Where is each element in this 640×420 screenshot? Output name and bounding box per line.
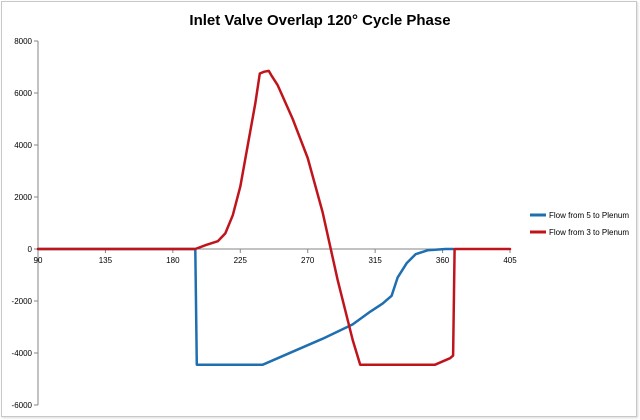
x-tick-label: 270 [301,256,315,265]
y-tick-label: 2000 [14,193,32,202]
x-tick-label: 360 [436,256,450,265]
y-tick-label: 0 [28,245,33,254]
x-tick-label: 135 [99,256,113,265]
legend-label: Flow from 5 to Plenum [549,211,629,220]
series-line-1 [36,247,455,366]
x-tick-label: 225 [234,256,248,265]
chart-title: Inlet Valve Overlap 120° Cycle Phase [189,12,451,29]
series-line-2 [36,69,512,366]
x-tick-label: 90 [34,256,43,265]
x-tick-label: 315 [368,256,382,265]
y-tick-label: 8000 [14,37,32,46]
x-tick-label: 405 [503,256,517,265]
axes-layer: -6000 -4000 -2000 0 2000 4000 6000 8000 90 135 180… [12,37,518,410]
legend: Flow from 5 to Plenum Flow from 3 to Plen… [530,211,629,237]
y-tick-label: -2000 [12,297,33,306]
series-layer [36,69,512,366]
y-tick-label: 6000 [14,89,32,98]
legend-item-2: Flow from 3 to Plenum [530,228,629,237]
legend-item-1: Flow from 5 to Plenum [530,211,629,220]
y-tick-label: -4000 [12,349,33,358]
x-tick-label: 180 [166,256,180,265]
legend-label: Flow from 3 to Plenum [549,228,629,237]
y-tick-label: -6000 [12,401,33,410]
y-tick-label: 4000 [14,141,32,150]
